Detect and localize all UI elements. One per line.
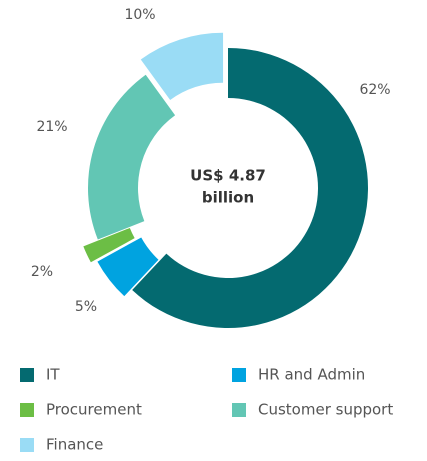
- center-text: billion: [202, 189, 254, 207]
- donut-slice: [132, 48, 368, 328]
- legend-swatch: [232, 403, 246, 417]
- legend-label: IT: [46, 366, 60, 384]
- donut-slice: [140, 32, 224, 100]
- data-label: 62%: [359, 82, 390, 98]
- legend-swatch: [20, 438, 34, 452]
- data-label: 5%: [75, 299, 97, 315]
- legend-swatch: [20, 368, 34, 382]
- legend-label: Finance: [46, 436, 103, 454]
- center-text: US$ 4.87: [190, 167, 266, 185]
- legend-label: Customer support: [258, 401, 393, 419]
- data-label: 2%: [31, 264, 53, 280]
- legend-swatch: [20, 403, 34, 417]
- data-label: 21%: [36, 119, 67, 135]
- legend-swatch: [232, 368, 246, 382]
- donut-slice: [88, 74, 176, 240]
- data-label: 10%: [124, 7, 155, 23]
- donut-slice: [83, 227, 135, 263]
- legend-label: Procurement: [46, 401, 142, 419]
- legend-label: HR and Admin: [258, 366, 365, 384]
- donut-slice: [97, 237, 159, 297]
